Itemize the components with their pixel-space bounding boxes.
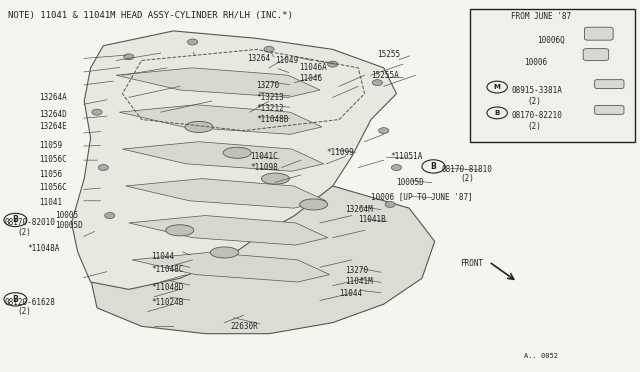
Text: 08915-3381A: 08915-3381A xyxy=(511,86,562,94)
Ellipse shape xyxy=(223,147,251,158)
Text: 11059: 11059 xyxy=(40,141,63,150)
Text: *13212: *13212 xyxy=(256,104,284,113)
Polygon shape xyxy=(116,68,320,97)
Text: 15255: 15255 xyxy=(378,51,401,60)
FancyBboxPatch shape xyxy=(595,80,624,89)
Text: 11041M: 11041M xyxy=(346,278,373,286)
Text: B: B xyxy=(431,162,436,171)
FancyBboxPatch shape xyxy=(595,106,624,114)
FancyBboxPatch shape xyxy=(583,49,609,61)
Text: 08120-61628: 08120-61628 xyxy=(4,298,56,307)
Text: 08170-82010: 08170-82010 xyxy=(4,218,56,227)
Ellipse shape xyxy=(211,247,239,258)
Text: 13270: 13270 xyxy=(256,81,280,90)
Text: 13264A: 13264A xyxy=(40,93,67,102)
Ellipse shape xyxy=(300,199,328,210)
Text: 22630R: 22630R xyxy=(231,322,259,331)
Text: 11041C: 11041C xyxy=(250,152,278,161)
FancyBboxPatch shape xyxy=(584,27,613,40)
Text: FROM JUNE '87: FROM JUNE '87 xyxy=(511,13,572,22)
Circle shape xyxy=(392,164,401,170)
Polygon shape xyxy=(119,105,322,134)
Text: (2): (2) xyxy=(460,174,474,183)
Polygon shape xyxy=(72,31,396,289)
Text: 11044: 11044 xyxy=(151,251,174,261)
Text: *11024B: *11024B xyxy=(151,298,184,307)
Text: B: B xyxy=(13,295,19,304)
Text: *11048B: *11048B xyxy=(256,115,289,124)
Text: *11048D: *11048D xyxy=(151,283,184,292)
Text: (2): (2) xyxy=(17,307,31,316)
Text: B: B xyxy=(13,215,19,224)
Circle shape xyxy=(188,39,198,45)
Text: *11051A: *11051A xyxy=(390,152,422,161)
Circle shape xyxy=(328,61,338,67)
Text: 10005D: 10005D xyxy=(56,221,83,230)
Text: 10005D: 10005D xyxy=(396,178,424,187)
FancyBboxPatch shape xyxy=(470,9,636,142)
Polygon shape xyxy=(125,179,326,208)
Text: 11041B: 11041B xyxy=(358,215,386,224)
Text: 11046A: 11046A xyxy=(300,63,327,72)
Text: 10006: 10006 xyxy=(524,58,547,67)
Circle shape xyxy=(385,202,395,208)
Text: 11041: 11041 xyxy=(40,198,63,207)
Text: A.. 0052: A.. 0052 xyxy=(524,353,558,359)
Circle shape xyxy=(379,128,389,134)
Text: *11098: *11098 xyxy=(250,163,278,172)
Text: 11044: 11044 xyxy=(339,289,362,298)
Text: (2): (2) xyxy=(527,122,541,131)
Polygon shape xyxy=(91,179,435,334)
Circle shape xyxy=(264,46,274,52)
Ellipse shape xyxy=(261,173,289,184)
Text: NOTE) 11041 & 11041M HEAD ASSY-CYLINDER RH/LH (INC.*): NOTE) 11041 & 11041M HEAD ASSY-CYLINDER … xyxy=(8,11,292,20)
Polygon shape xyxy=(132,253,330,282)
Text: 10006Q: 10006Q xyxy=(537,36,564,45)
Text: *11048A: *11048A xyxy=(27,244,60,253)
Text: *11048C: *11048C xyxy=(151,264,184,273)
Text: 13270: 13270 xyxy=(346,266,369,275)
Text: 13264E: 13264E xyxy=(40,122,67,131)
Circle shape xyxy=(99,164,108,170)
Text: 11049: 11049 xyxy=(275,56,298,65)
Text: FRONT: FRONT xyxy=(460,259,483,268)
Circle shape xyxy=(92,109,102,115)
Text: (2): (2) xyxy=(17,228,31,237)
Text: 15255A: 15255A xyxy=(371,71,399,80)
Circle shape xyxy=(104,212,115,218)
Text: *11099: *11099 xyxy=(326,148,354,157)
Text: 08170-81810: 08170-81810 xyxy=(441,165,492,174)
Circle shape xyxy=(124,54,134,60)
Ellipse shape xyxy=(166,225,194,236)
Text: 13264M: 13264M xyxy=(346,205,373,215)
Text: 10005: 10005 xyxy=(56,211,79,220)
Ellipse shape xyxy=(185,121,213,132)
Text: 11056C: 11056C xyxy=(40,154,67,164)
Text: 13264: 13264 xyxy=(246,54,270,63)
Text: (2): (2) xyxy=(527,97,541,106)
Polygon shape xyxy=(129,215,328,245)
Text: 13264D: 13264D xyxy=(40,109,67,119)
Circle shape xyxy=(372,80,383,86)
Text: M: M xyxy=(493,84,500,90)
Text: 11056: 11056 xyxy=(40,170,63,179)
Polygon shape xyxy=(122,142,324,171)
Text: 10006 [UP TO JUNE '87]: 10006 [UP TO JUNE '87] xyxy=(371,193,473,202)
Text: *13213: *13213 xyxy=(256,93,284,102)
Text: 08170-82210: 08170-82210 xyxy=(511,111,562,121)
Text: B: B xyxy=(495,110,500,116)
Text: 11046: 11046 xyxy=(300,74,323,83)
Text: 11056C: 11056C xyxy=(40,183,67,192)
